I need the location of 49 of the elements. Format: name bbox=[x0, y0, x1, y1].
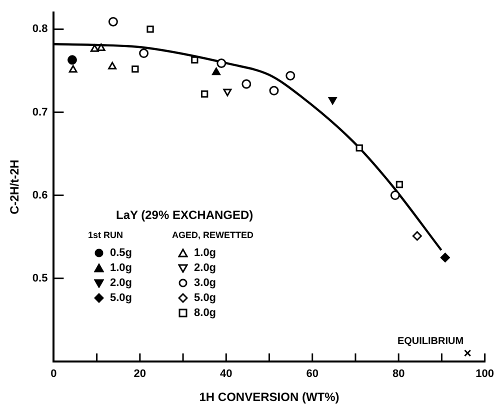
x-tick-label: 80 bbox=[392, 368, 405, 380]
point bbox=[191, 56, 198, 64]
x-tick-label: 100 bbox=[476, 368, 494, 380]
y-axis-title: C-2H/t-2H bbox=[8, 160, 22, 214]
point bbox=[132, 65, 139, 73]
legend-title: LaY (29% EXCHANGED) bbox=[116, 208, 254, 222]
x-tick-label: 60 bbox=[306, 368, 318, 380]
legend-label: 8.0g bbox=[194, 306, 216, 318]
annotation: EQUILIBRIUM bbox=[397, 336, 464, 348]
point bbox=[223, 88, 232, 96]
point bbox=[212, 68, 220, 76]
point bbox=[108, 16, 118, 26]
point bbox=[390, 190, 400, 200]
point bbox=[328, 97, 337, 105]
y-tick-label: 0.8 bbox=[32, 23, 48, 36]
point bbox=[440, 252, 450, 262]
point bbox=[68, 65, 78, 73]
point bbox=[464, 350, 472, 357]
y-tick-label: 0.5 bbox=[32, 272, 48, 284]
legend-label: 2.0g bbox=[110, 276, 132, 288]
point bbox=[201, 90, 208, 98]
legend-label: 3.0g bbox=[194, 276, 216, 288]
y-tick-label: 0.7 bbox=[32, 106, 48, 118]
point bbox=[96, 44, 106, 52]
point bbox=[242, 79, 252, 89]
point bbox=[286, 70, 296, 80]
point bbox=[67, 55, 77, 65]
legend-label: 5.0g bbox=[194, 292, 216, 304]
point bbox=[90, 44, 99, 52]
point bbox=[108, 62, 117, 70]
point bbox=[269, 86, 279, 96]
y-tick-label: 0.6 bbox=[32, 189, 48, 202]
point bbox=[139, 48, 149, 58]
annotation: AGED, REWETTED bbox=[172, 230, 254, 240]
point bbox=[146, 26, 154, 33]
x-tick-label: 40 bbox=[220, 368, 232, 380]
legend-label: 5.0g bbox=[110, 292, 132, 304]
x-tick-label: 20 bbox=[134, 368, 146, 380]
point bbox=[412, 231, 422, 241]
legend-label: 1.0g bbox=[110, 262, 132, 274]
annotation: 1st RUN bbox=[88, 230, 124, 240]
legend-label: 0.5g bbox=[110, 246, 132, 258]
point bbox=[216, 58, 226, 68]
point bbox=[396, 180, 404, 188]
x-axis-title: 1H CONVERSION (WT%) bbox=[199, 390, 340, 404]
legend-label: 2.0g bbox=[194, 262, 216, 274]
x-tick-label: 0 bbox=[50, 368, 57, 380]
point bbox=[356, 144, 363, 152]
legend-label: 1.0g bbox=[194, 246, 216, 258]
